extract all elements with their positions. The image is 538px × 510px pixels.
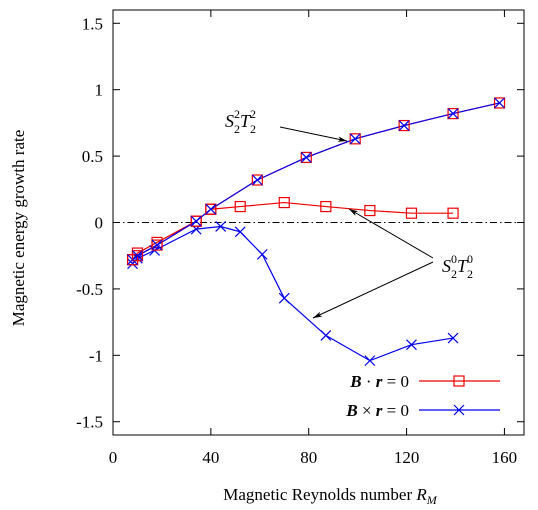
annotation-arrow	[348, 208, 434, 259]
data-point-square	[205, 203, 217, 215]
series-layer	[126, 97, 506, 367]
data-point-cross	[234, 226, 246, 238]
y-tick-label: 0	[95, 214, 104, 233]
legend-marker-square	[453, 375, 465, 387]
y-tick-label: 0.5	[82, 147, 103, 166]
series-2	[127, 221, 459, 367]
data-point-cross	[349, 133, 361, 145]
data-point-square	[405, 207, 418, 219]
x-axis-ticks: 0 40 80 120 160	[109, 10, 517, 467]
data-point-square	[278, 196, 290, 209]
data-point-cross	[190, 215, 202, 227]
data-point-cross	[300, 151, 312, 163]
legend-label: B × r = 0	[345, 401, 409, 420]
data-point-square	[398, 119, 410, 132]
data-point-square	[151, 239, 163, 251]
data-point-cross	[406, 339, 417, 351]
y-tick-label: 1.5	[82, 14, 103, 33]
data-point-cross	[132, 250, 143, 262]
data-point-cross	[278, 292, 290, 304]
data-point-cross	[364, 355, 376, 367]
series-line	[132, 102, 500, 261]
legend-marker-cross	[453, 404, 465, 416]
data-point-cross	[447, 108, 459, 120]
data-point-square	[190, 215, 202, 227]
annotation-arrow	[279, 126, 348, 142]
y-axis-title: Magnetic energy growth rate	[9, 130, 28, 327]
x-axis-title: Magnetic Reynolds number RM	[223, 485, 438, 507]
data-point-square	[320, 200, 332, 213]
y-tick-label: -1.5	[76, 413, 103, 432]
series-line-overlay	[132, 102, 500, 261]
y-tick-label: -0.5	[76, 280, 103, 299]
series-1	[126, 196, 459, 266]
data-point-square	[447, 107, 459, 120]
data-point-cross	[215, 221, 227, 232]
data-point-cross	[251, 174, 263, 186]
annotation-s20t20: S0 2T0 2	[442, 252, 473, 281]
x-tick-label: 80	[300, 448, 317, 467]
data-point-square	[447, 207, 459, 219]
legend: B · r = 0 B × r = 0	[345, 372, 500, 420]
y-tick-label: -1	[89, 346, 103, 365]
legend-label: B · r = 0	[349, 372, 409, 391]
data-point-cross	[256, 248, 268, 260]
y-tick-label: 1	[95, 81, 104, 100]
data-point-cross	[447, 332, 459, 344]
data-point-square	[131, 250, 144, 262]
data-point-cross	[320, 329, 332, 341]
series-3	[126, 97, 506, 266]
data-point-square	[234, 200, 246, 213]
data-point-cross	[398, 120, 410, 131]
x-tick-label: 160	[492, 448, 518, 467]
data-point-cross	[494, 97, 505, 109]
x-tick-label: 40	[202, 448, 219, 467]
annotation-arrow	[312, 261, 434, 319]
x-tick-label: 120	[394, 448, 420, 467]
annotations: S2 2T2 2 S0 2T0 2	[225, 107, 473, 319]
annotation-s22t22: S2 2T2 2	[225, 107, 256, 136]
data-point-square	[493, 97, 506, 109]
data-point-square	[300, 151, 312, 164]
data-point-square	[349, 133, 361, 145]
series-line	[132, 225, 454, 362]
data-point-cross	[151, 239, 163, 251]
data-point-square	[364, 204, 376, 217]
y-axis-ticks: 1.5 1 0.5 0 -0.5 -1 -1.5	[76, 14, 524, 432]
data-point-square	[251, 174, 263, 186]
data-point-cross	[205, 203, 217, 215]
x-tick-label: 0	[109, 448, 118, 467]
